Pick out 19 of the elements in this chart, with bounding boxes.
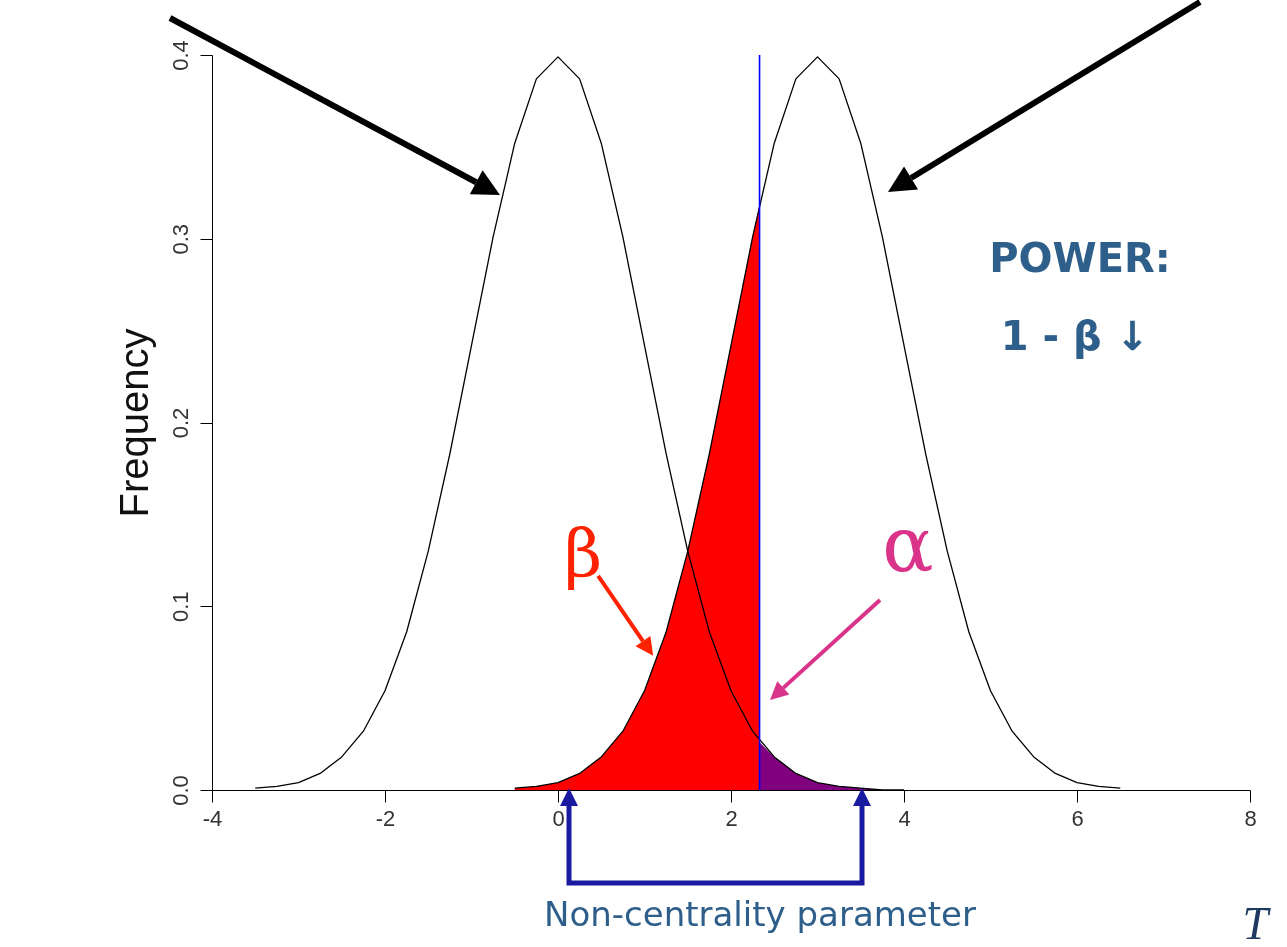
x-tick-label: 8 [1244, 805, 1257, 831]
x-tick-label: 0 [552, 805, 565, 831]
annotation: α [882, 500, 934, 589]
y-tick-label: 0.2 [167, 407, 193, 439]
x-tick-label: -2 [375, 805, 396, 831]
y-tick-label: 0.1 [167, 591, 193, 623]
x-tick-label: 6 [1071, 805, 1084, 831]
text: Non-centrality parameter [543, 894, 977, 934]
y-tick-label: 0.3 [167, 223, 193, 255]
x-tick-label: 4 [898, 805, 911, 831]
x-axis-title: T [1242, 897, 1272, 947]
x-tick-label: 2 [725, 805, 738, 831]
y-axis-title: Frequency [111, 328, 156, 518]
annotation: POWER: [989, 235, 1171, 281]
x-tick-label: -4 [202, 805, 223, 831]
annotation: β [564, 514, 603, 592]
y-tick-label: 0.0 [167, 775, 193, 806]
annotation: 1 - β ↓ [1000, 313, 1150, 359]
y-tick-label: 0.4 [167, 40, 193, 71]
